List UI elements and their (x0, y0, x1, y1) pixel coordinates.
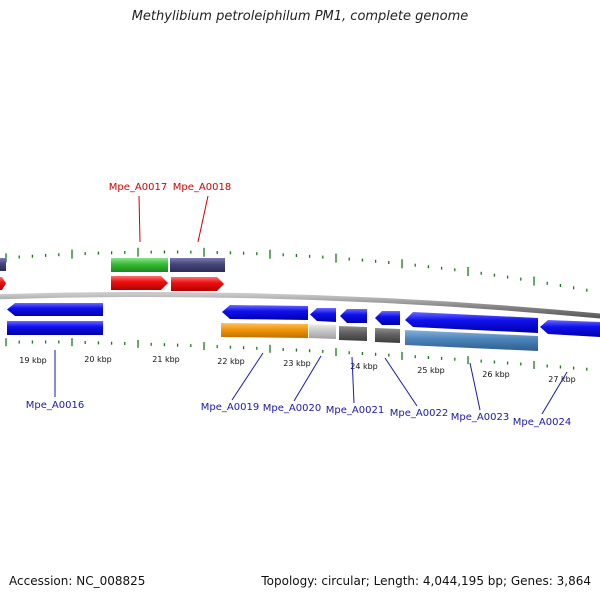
scale-label: 19 kbp (19, 356, 47, 365)
upper-tick-ring (5, 247, 588, 292)
gene-mpe-a0017-arrow[interactable] (111, 276, 168, 290)
gene-mpe-a0018-slate[interactable] (170, 258, 225, 272)
scale-label: 22 kbp (217, 357, 245, 366)
gene-mpe-a0017-green[interactable] (111, 258, 168, 272)
bottom-gene-labels (54, 350, 568, 415)
scale-label: 20 kbp (84, 355, 112, 364)
gene-label-mpe-a0018[interactable]: Mpe_A0018 (173, 182, 231, 193)
leader-line-mpe-a0022 (384, 357, 418, 407)
genome-backbone (0, 292, 600, 319)
gene-mpe-a0020-bar[interactable] (309, 324, 336, 339)
gene-mpe-a0019-bar[interactable] (221, 323, 308, 338)
gene-mpe-a0021-arrow[interactable] (340, 309, 367, 323)
gene-mpe-a0016-bar[interactable] (7, 321, 103, 335)
leader-line-mpe-a0021 (351, 356, 355, 404)
gene-feature-left-edge[interactable] (0, 258, 6, 271)
gene-label-mpe-a0017[interactable]: Mpe_A0017 (109, 182, 167, 193)
scale-label: 23 kbp (283, 359, 311, 368)
leader-line-mpe-a0018 (197, 195, 209, 243)
reverse-strand-features (7, 303, 600, 351)
gene-label-mpe-a0023[interactable]: Mpe_A0023 (451, 412, 509, 423)
gene-label-mpe-a0024[interactable]: Mpe_A0024 (513, 417, 571, 428)
gene-mpe-a0023-bar[interactable] (405, 330, 538, 351)
gene-mpe-a0021-bar[interactable] (339, 326, 367, 341)
lower-tick-ring (5, 338, 588, 371)
gene-mpe-a0022-bar[interactable] (375, 328, 400, 343)
scale-labels: 19 kbp 20 kbp 21 kbp 22 kbp 23 kbp 24 kb… (19, 355, 576, 384)
map-title: Methylibium petroleiphilum PM1, complete… (131, 9, 469, 24)
forward-strand-features (0, 258, 225, 291)
leader-line-mpe-a0017 (138, 195, 141, 243)
gene-mpe-a0023-arrow[interactable] (405, 312, 538, 333)
gene-mpe-a0022-arrow[interactable] (375, 311, 400, 325)
gene-mpe-a0016-arrow[interactable] (7, 303, 103, 316)
scale-label: 26 kbp (482, 370, 510, 379)
gene-label-mpe-a0019[interactable]: Mpe_A0019 (201, 402, 259, 413)
gene-label-mpe-a0020[interactable]: Mpe_A0020 (263, 403, 321, 414)
scale-label: 24 kbp (350, 362, 378, 371)
gene-mpe-a0018-arrow[interactable] (171, 277, 224, 291)
topology-summary: Topology: circular; Length: 4,044,195 bp… (261, 574, 591, 588)
leader-line-mpe-a0020 (293, 355, 322, 402)
gene-label-mpe-a0022[interactable]: Mpe_A0022 (390, 408, 448, 419)
gene-label-mpe-a0021[interactable]: Mpe_A0021 (326, 405, 384, 416)
scale-label: 21 kbp (152, 355, 180, 364)
gene-feature-left-red-arrow[interactable] (0, 277, 6, 290)
gene-mpe-a0024-arrow[interactable] (540, 320, 600, 337)
leader-line-mpe-a0019 (231, 352, 264, 401)
leader-line-mpe-a0023 (469, 362, 481, 411)
leader-line-mpe-a0024 (541, 371, 568, 415)
accession-text: Accession: NC_008825 (9, 574, 146, 588)
top-gene-labels (138, 195, 209, 243)
gene-mpe-a0019-arrow[interactable] (222, 305, 308, 320)
scale-label: 25 kbp (417, 366, 445, 375)
gene-mpe-a0020-arrow[interactable] (310, 308, 336, 322)
gene-label-mpe-a0016[interactable]: Mpe_A0016 (26, 400, 84, 411)
